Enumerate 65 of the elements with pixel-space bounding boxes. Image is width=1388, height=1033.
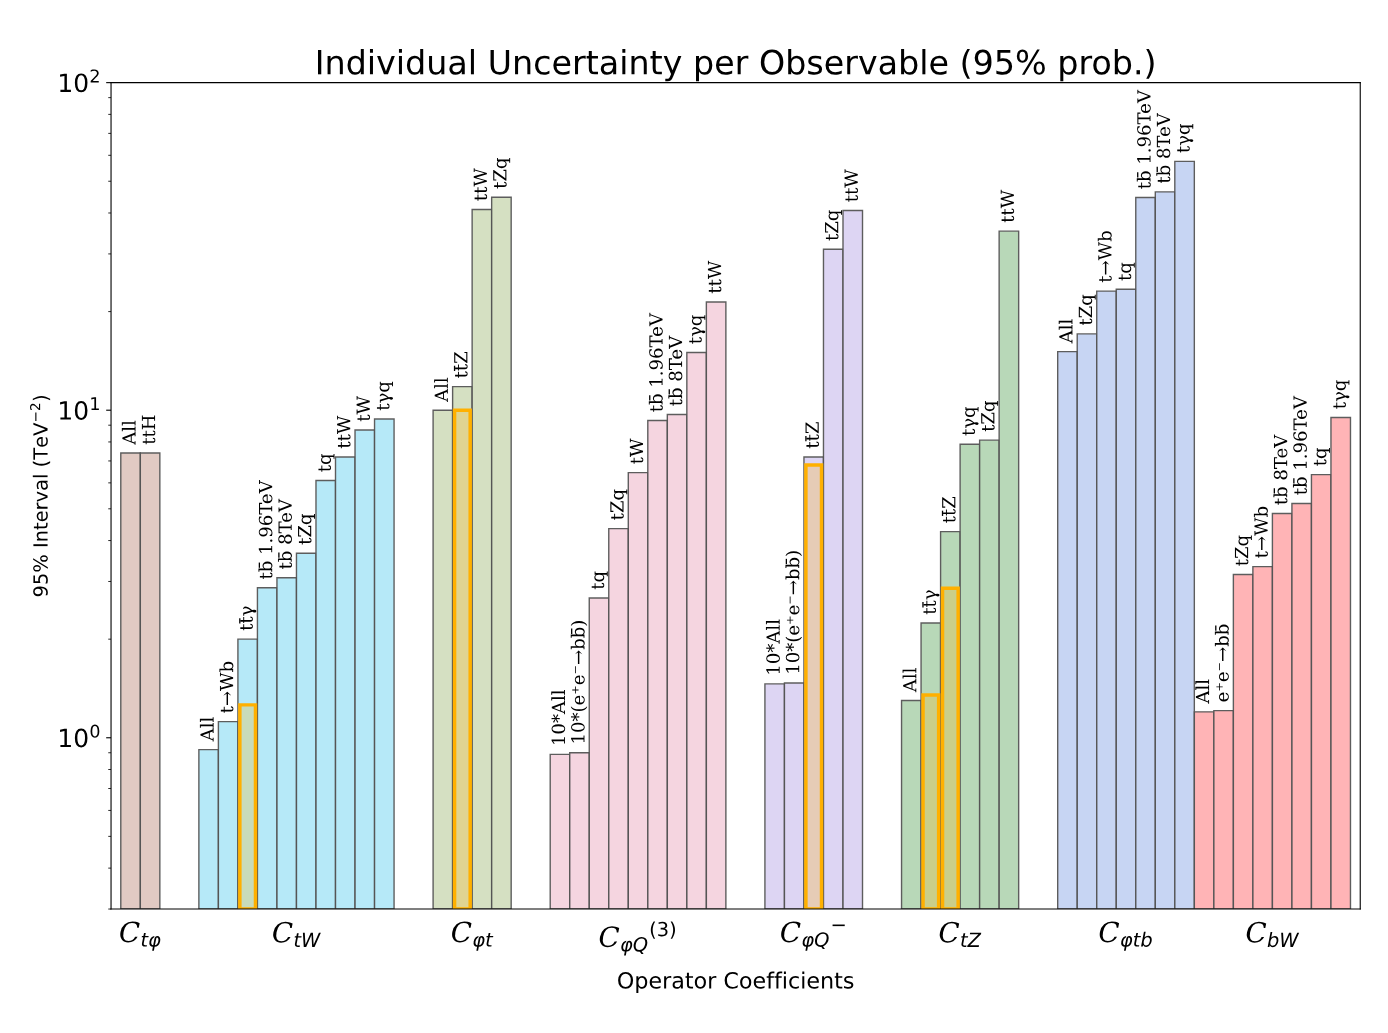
x-tick-label: tZq <box>1078 294 1096 326</box>
y-axis-title: 95% Interval (TeV$^{−2}$) <box>30 395 51 597</box>
x-tick-label: tt̄Z <box>453 352 468 378</box>
x-tick-label: tt̄Z <box>805 422 819 449</box>
x-tick-label: tt̄γ <box>239 606 257 631</box>
x-tick-label: tb̄ 1.96TeV <box>648 312 663 412</box>
chart-title: Individual Uncertainty per Observable (95% prob.) <box>317 48 1154 82</box>
x-tick-label: tb̄ 1.96TeV <box>258 480 273 579</box>
x-tick-label: tW <box>356 395 371 422</box>
x-tick-label: 10*All <box>551 690 566 744</box>
x-tick-label: t→Wb <box>1253 506 1268 558</box>
x-tick-label: All <box>902 668 917 693</box>
x-tick-label: e⁺e⁻→bb̄ <box>1214 624 1229 702</box>
x-tick-label: ttW <box>707 260 722 294</box>
x-tick-label: ttW <box>1000 189 1015 223</box>
x-tick-label: tt̄γ <box>922 590 940 615</box>
series-label: C$_{bW}$ <box>1246 921 1300 948</box>
x-tick-label: All <box>434 377 448 403</box>
x-tick-label: ttH <box>141 415 156 445</box>
x-tick-label: tγq <box>1177 124 1194 153</box>
x-tick-label: tγq <box>689 315 706 344</box>
x-tick-label: tZq <box>298 514 315 545</box>
x-tick-label: All <box>1195 679 1210 704</box>
series-label: C$_{tφ}$ <box>120 921 161 951</box>
x-tick-label: ttW <box>473 168 488 201</box>
x-tick-label: tZq <box>825 210 842 241</box>
x-tick-label: tγq <box>376 381 394 411</box>
x-tick-label: 10*(e⁺e⁻→bb̄) <box>785 551 802 673</box>
x-tick-label: tZq <box>1234 535 1252 566</box>
series-label: C$_{φQ}$$^{(3)}$ <box>599 921 676 956</box>
x-tick-label: tZq <box>981 401 999 432</box>
x-tick-label: All <box>121 420 136 445</box>
x-tick-label: tb̄ 1.96TeV <box>1292 395 1307 495</box>
x-tick-label: tb̄ 8TeV <box>1156 112 1171 184</box>
x-tick-label: tb̄ 8TeV <box>1273 434 1288 505</box>
x-tick-label: ttW <box>337 415 351 449</box>
series-label: C$_{φtb}$ <box>1099 921 1152 951</box>
x-tick-label: tW <box>629 438 644 464</box>
x-tick-label: tZq <box>610 489 628 520</box>
x-tick-label: tq <box>1313 448 1330 466</box>
x-tick-label: tγq <box>962 406 979 436</box>
x-tick-label: tγq <box>1333 380 1350 409</box>
x-tick-label: tb̄ 8TeV <box>277 498 292 569</box>
x-tick-label: All <box>1058 319 1073 344</box>
x-tick-label: tq <box>318 453 335 472</box>
x-tick-label: ttW <box>844 169 858 202</box>
series-label: C$_{φt}$ <box>452 921 494 951</box>
x-tick-label: t→Wb <box>219 661 234 713</box>
x-tick-label: tZq <box>493 158 511 189</box>
x-tick-label: tb̄ 8TeV <box>668 335 683 406</box>
x-tick-label: 10*(e⁺e⁻→bb̄) <box>570 621 588 743</box>
x-tick-label: tq <box>1118 262 1135 281</box>
x-tick-label: All <box>199 717 214 742</box>
series-label: C$_{φQ}$$^{−}$ <box>781 921 845 951</box>
x-tick-label: tt̄Z <box>941 496 956 523</box>
y-tick-label: 10$^{1}$ <box>60 397 99 420</box>
y-tick-label: 10$^{2}$ <box>60 69 99 93</box>
series-label: C$_{tW}$ <box>273 921 321 947</box>
x-tick-label: t→Wb <box>1097 231 1112 283</box>
series-label: C$_{tZ}$ <box>939 921 982 947</box>
x-tick-label: tq <box>591 571 608 590</box>
x-tick-label: 10*All <box>765 619 780 674</box>
y-tick-label: 10$^{0}$ <box>60 724 100 748</box>
x-tick-label: tb̄ 1.96TeV <box>1136 89 1151 189</box>
x-axis-title: Operator Coefficients <box>618 971 854 994</box>
